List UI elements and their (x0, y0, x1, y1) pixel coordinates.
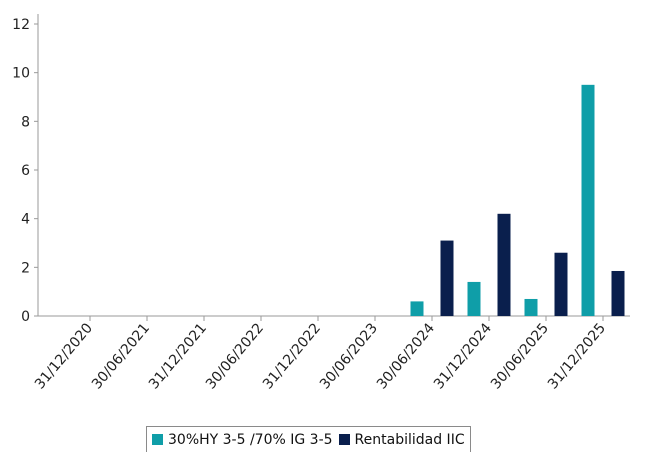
x-tick-label: 30/06/2022 (203, 320, 267, 392)
y-tick-label: 10 (12, 66, 30, 82)
y-tick-label: 8 (21, 114, 30, 130)
bar-fund-6 (440, 240, 454, 316)
legend-swatch-benchmark (152, 434, 163, 445)
x-axis: 31/12/202030/06/202131/12/202130/06/2022… (32, 315, 630, 392)
bar-fund-7 (497, 213, 511, 316)
y-tick-label: 4 (21, 212, 30, 228)
bars (410, 84, 625, 316)
y-tick-label: 0 (21, 309, 30, 325)
x-tick-label: 31/12/2022 (260, 320, 324, 392)
y-axis: 0 2 4 6 8 10 12 (12, 14, 39, 325)
x-tick-label: 30/06/2025 (488, 320, 552, 392)
x-tick-label: 31/12/2025 (545, 320, 609, 392)
bar-benchmark-6 (410, 301, 424, 316)
bar-benchmark-7 (467, 281, 481, 316)
legend-label-fund: Rentabilidad IIC (354, 431, 465, 448)
legend-item-benchmark: 30%HY 3-5 /70% IG 3-5 (152, 432, 333, 448)
bar-benchmark-9 (581, 84, 595, 316)
x-tick-label: 30/06/2023 (317, 320, 381, 392)
y-tick-label: 2 (21, 260, 30, 276)
legend-item-fund: Rentabilidad IIC (338, 431, 465, 448)
legend: 30%HY 3-5 /70% IG 3-5 Rentabilidad IIC (146, 426, 471, 452)
x-tick-label: 31/12/2020 (32, 320, 96, 392)
y-tick-label: 6 (21, 163, 30, 179)
y-tick-label: 12 (12, 17, 30, 33)
x-tick-label: 30/06/2024 (374, 320, 438, 392)
x-tick-label: 30/06/2021 (89, 320, 153, 392)
x-tick-label: 31/12/2021 (146, 320, 210, 392)
legend-swatch-fund (338, 434, 350, 445)
bar-fund-9 (611, 270, 625, 316)
legend-label-benchmark: 30%HY 3-5 /70% IG 3-5 (168, 431, 333, 448)
x-tick-label: 31/12/2024 (431, 320, 495, 392)
bar-fund-8 (554, 252, 568, 316)
bar-benchmark-8 (524, 298, 538, 316)
